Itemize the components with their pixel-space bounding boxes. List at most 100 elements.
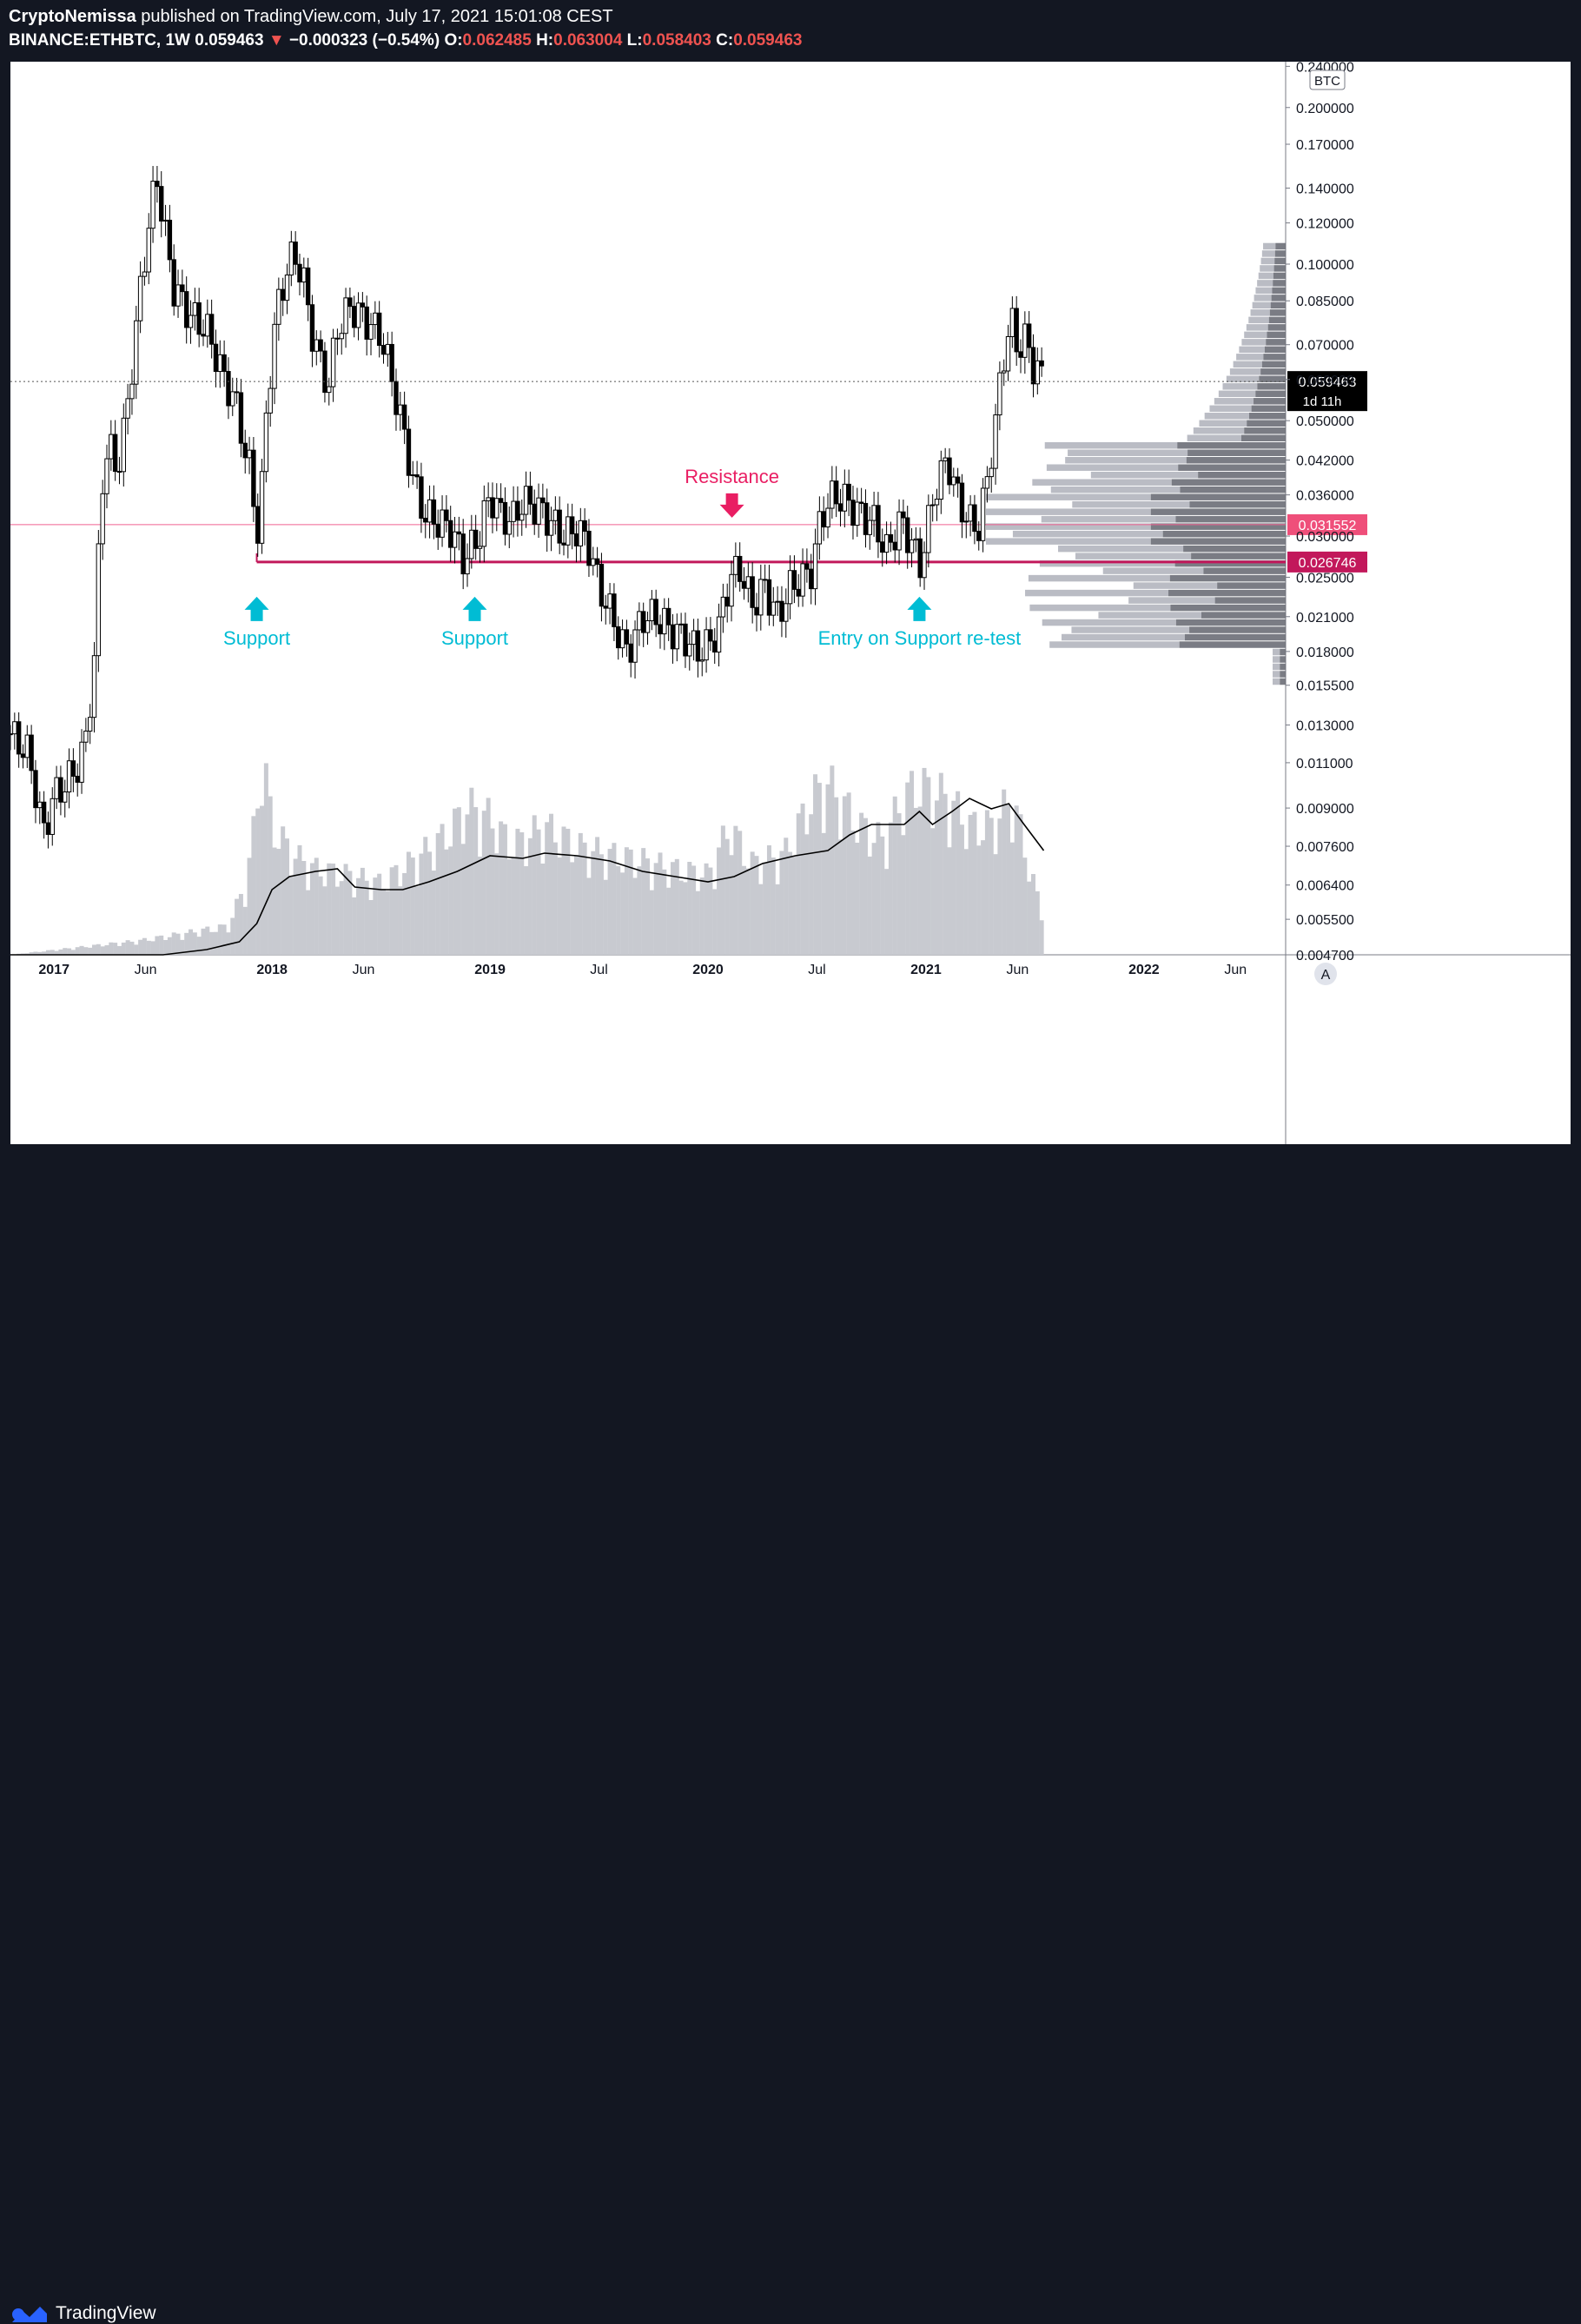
volume-profile-bar-up bbox=[1072, 500, 1190, 508]
candle-down bbox=[959, 482, 965, 523]
volume-bar bbox=[394, 864, 399, 955]
volume-profile-bar-down bbox=[1169, 574, 1286, 582]
volume-bar bbox=[724, 838, 730, 955]
candle-up bbox=[645, 619, 651, 633]
volume-bar bbox=[217, 924, 222, 955]
candle-up bbox=[50, 798, 55, 835]
volume-profile-bar-up bbox=[1257, 280, 1273, 287]
publish-info: CryptoNemissa published on TradingView.c… bbox=[9, 7, 613, 27]
volume-bar bbox=[796, 813, 801, 955]
candle-up bbox=[784, 603, 789, 622]
candle-up bbox=[368, 324, 374, 340]
candle-up bbox=[230, 391, 235, 407]
volume-profile-bar-up bbox=[1058, 545, 1184, 553]
volume-bar bbox=[230, 917, 235, 955]
candle-down bbox=[876, 505, 881, 543]
candle-down bbox=[515, 500, 520, 521]
candle-down bbox=[201, 334, 206, 337]
candle-up bbox=[771, 601, 776, 616]
y-tick-label: 0.060000 bbox=[1296, 374, 1354, 388]
candle-down bbox=[180, 284, 185, 293]
volume-bar bbox=[519, 832, 525, 955]
symbol-label[interactable]: BINANCE:ETHBTC, 1W bbox=[9, 31, 190, 50]
candle-up bbox=[536, 497, 541, 525]
candle-up bbox=[330, 337, 336, 387]
volume-bar bbox=[896, 813, 902, 955]
volume-bar bbox=[83, 947, 89, 955]
author-name[interactable]: CryptoNemissa bbox=[9, 7, 136, 26]
volume-bar bbox=[109, 942, 114, 955]
volume-bar bbox=[788, 851, 793, 955]
candle-down bbox=[334, 337, 341, 340]
candle-up bbox=[855, 501, 860, 526]
candle-down bbox=[322, 350, 327, 394]
candle-down bbox=[754, 606, 759, 616]
volume-profile-bar-up bbox=[1090, 471, 1199, 479]
volume-bar bbox=[825, 784, 830, 955]
y-tick-label: 0.050000 bbox=[1296, 414, 1354, 429]
volume-bar bbox=[339, 881, 344, 955]
candle-down bbox=[376, 312, 382, 347]
candle-down bbox=[658, 624, 663, 635]
volume-bar bbox=[334, 886, 340, 955]
volume-bar bbox=[171, 932, 176, 955]
candle-down bbox=[112, 434, 118, 473]
volume-bar bbox=[838, 839, 843, 955]
volume-bar bbox=[192, 932, 197, 955]
last-price-label-bg bbox=[1287, 371, 1367, 412]
tradingview-brand[interactable]: TradingView bbox=[10, 2303, 156, 2324]
candle-up bbox=[720, 596, 726, 618]
candle-up bbox=[440, 509, 445, 538]
volume-bar bbox=[616, 866, 621, 955]
volume-profile-bar-down bbox=[1275, 242, 1286, 250]
volume-profile-bar-down bbox=[1280, 678, 1286, 685]
candle-up bbox=[662, 607, 667, 635]
candle-down bbox=[603, 606, 608, 609]
down-arrow-icon: ▼ bbox=[268, 31, 285, 50]
candle-up bbox=[704, 629, 709, 661]
last-price-label: 0.059463 bbox=[1299, 375, 1357, 390]
volume-profile-bar-down bbox=[1178, 464, 1286, 471]
volume-profile-bar-down bbox=[1259, 375, 1286, 383]
volume-bar bbox=[599, 854, 604, 955]
candle-down bbox=[1026, 323, 1032, 348]
volume-bar bbox=[70, 950, 76, 955]
volume-bar bbox=[938, 772, 943, 955]
up-arrow-icon bbox=[244, 596, 269, 621]
volume-bar bbox=[738, 831, 743, 955]
candle-up bbox=[288, 242, 294, 276]
volume-bar bbox=[972, 811, 977, 955]
volume-bar bbox=[922, 767, 927, 955]
candle-down bbox=[573, 533, 579, 546]
last-price: 0.059463 bbox=[195, 31, 264, 50]
volume-bar bbox=[742, 865, 747, 955]
volume-bar bbox=[917, 806, 923, 955]
volume-bar bbox=[658, 852, 663, 955]
volume-bar bbox=[540, 864, 546, 955]
candle-up bbox=[619, 629, 625, 649]
volume-bar bbox=[406, 851, 411, 955]
y-tick-label: 0.013000 bbox=[1296, 718, 1354, 733]
candle-up bbox=[758, 579, 764, 616]
candle-up bbox=[373, 312, 378, 326]
candle-up bbox=[733, 555, 738, 575]
volume-profile-bar-down bbox=[1150, 538, 1286, 545]
volume-profile-bar-up bbox=[1252, 301, 1271, 309]
volume-profile-bar-up bbox=[1098, 612, 1202, 619]
volume-profile-bar-down bbox=[1162, 530, 1286, 538]
candle-down bbox=[750, 576, 755, 608]
volume-bar bbox=[389, 867, 394, 955]
candle-down bbox=[305, 267, 311, 306]
volume-profile-bar-up bbox=[1068, 449, 1188, 456]
candle-up bbox=[104, 458, 109, 494]
y-tick-label: 0.018000 bbox=[1296, 646, 1354, 660]
candle-down bbox=[708, 629, 713, 642]
volume-bar bbox=[649, 890, 654, 955]
volume-bar bbox=[373, 877, 378, 955]
volume-profile-bar-down bbox=[1201, 612, 1286, 619]
candle-down bbox=[582, 520, 587, 532]
chart-area[interactable]: 0.031552 0.026746 0.059463 1d 11h 0.240000 0.… bbox=[8, 60, 1571, 1144]
volume-profile-bar-down bbox=[1274, 257, 1286, 265]
volume-bar bbox=[930, 828, 936, 955]
